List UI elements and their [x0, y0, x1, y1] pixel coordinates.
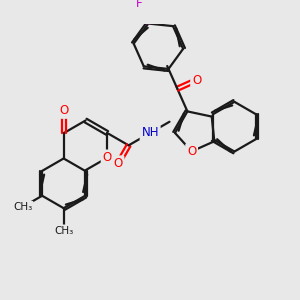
Text: O: O — [59, 104, 69, 117]
Text: NH: NH — [141, 126, 159, 140]
Text: F: F — [136, 0, 142, 10]
Text: O: O — [187, 145, 196, 158]
Text: CH₃: CH₃ — [54, 226, 73, 236]
Text: O: O — [103, 151, 112, 164]
Text: O: O — [192, 74, 201, 87]
Text: CH₃: CH₃ — [13, 202, 32, 212]
Text: O: O — [113, 157, 123, 170]
